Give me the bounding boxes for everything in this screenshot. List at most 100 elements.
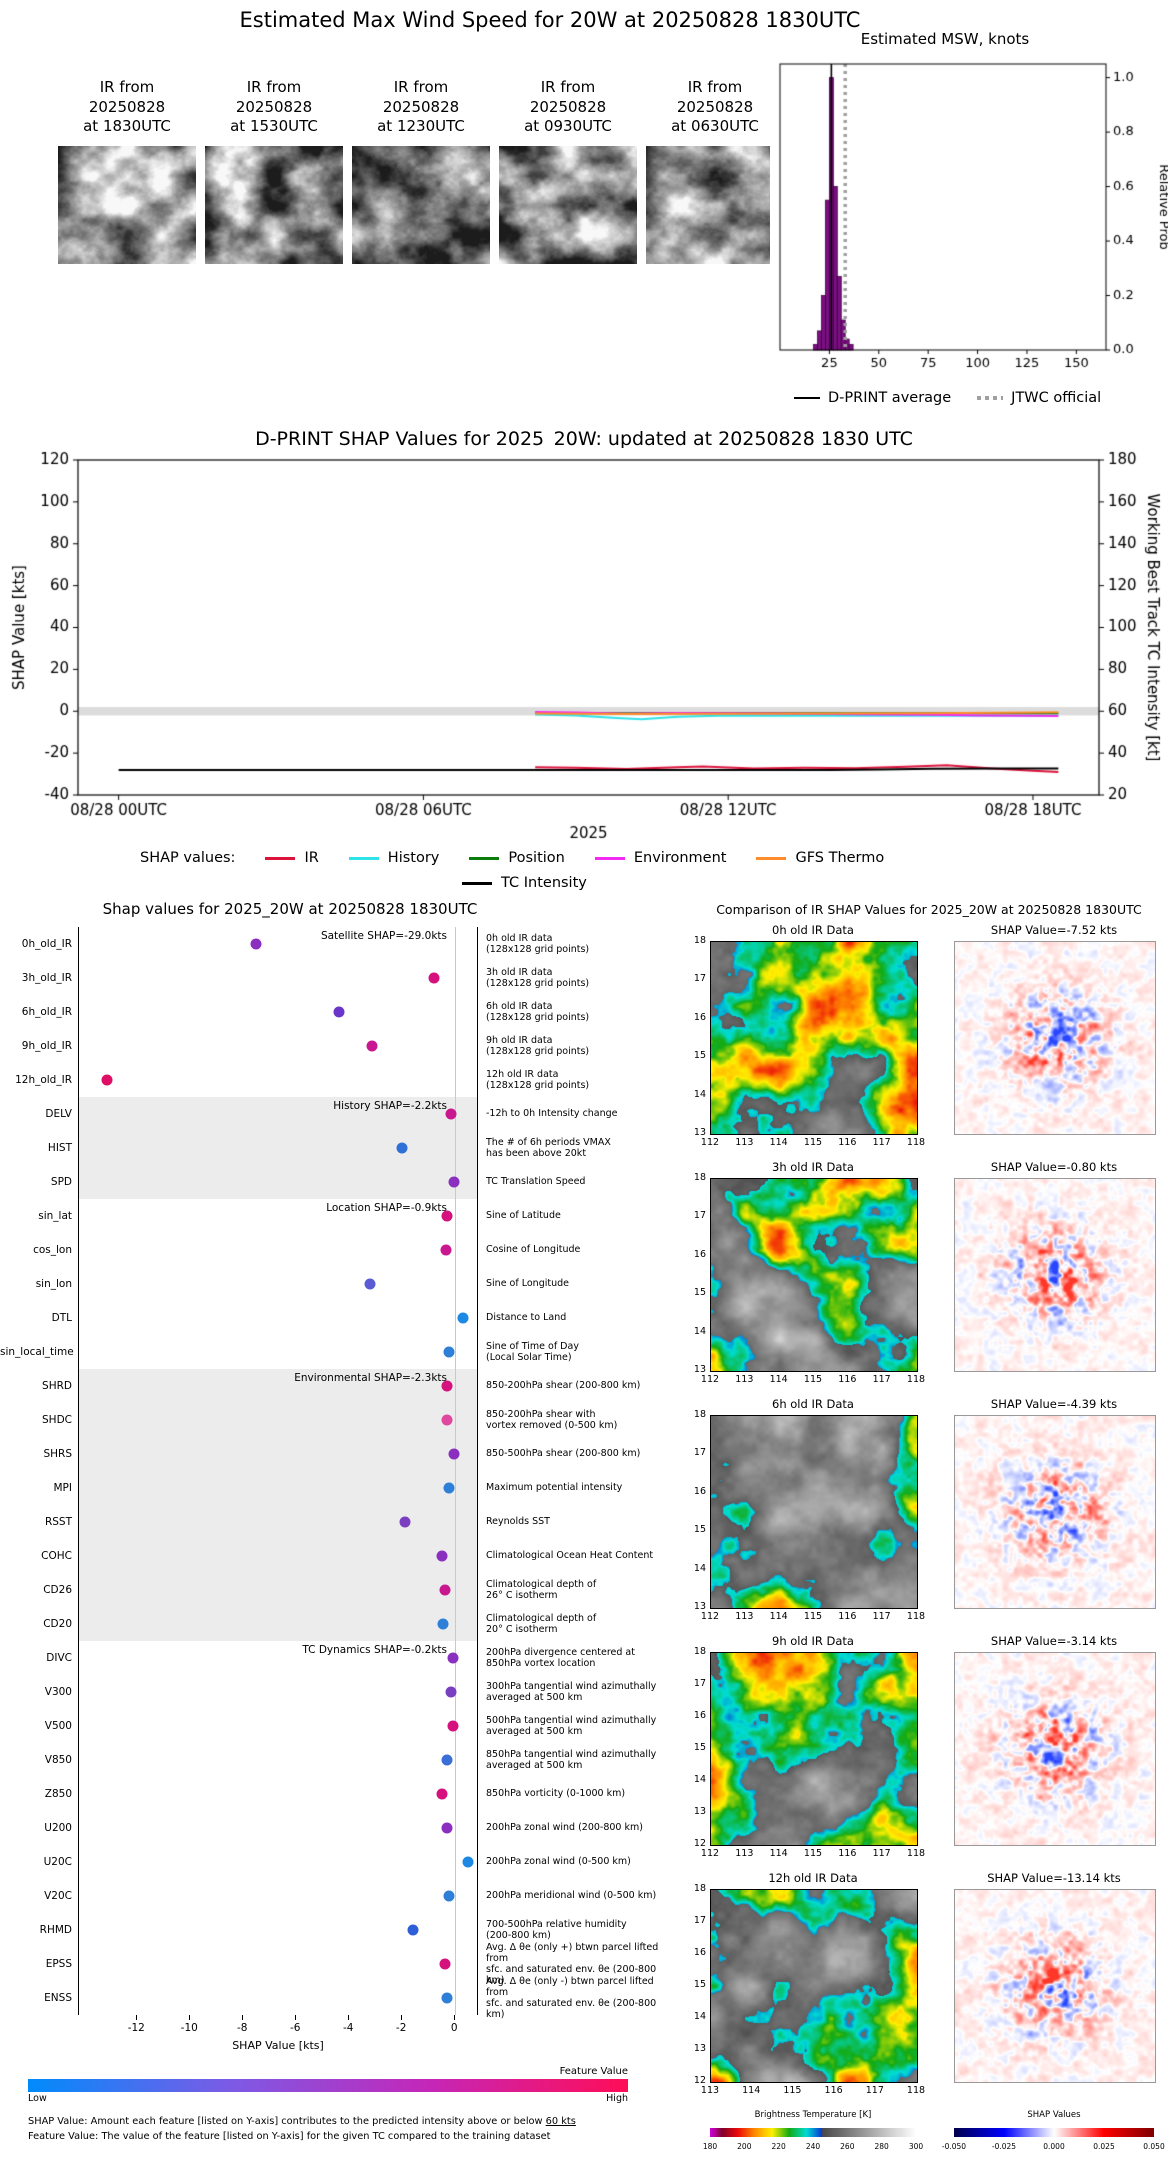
feature-description: Cosine of Longitude: [486, 1244, 581, 1256]
x-tick-label: 113: [735, 1374, 754, 1385]
legend-item-history: History: [348, 850, 439, 866]
bt-tick-label: 240: [805, 2142, 821, 2151]
x-tick-label: 118: [906, 1611, 926, 1622]
legend-item-environment: Environment: [594, 850, 727, 866]
legend-label: TC Intensity: [501, 875, 587, 891]
y-tick-label: 15: [693, 1287, 706, 1299]
shap-value-map: [954, 1652, 1156, 1846]
feature-shap-track: [78, 1131, 478, 1165]
feature-shap-dot: [101, 1074, 113, 1086]
shap-feature-xlabel: SHAP Value [kts]: [232, 2039, 324, 2052]
feature-shap-dot: [447, 1720, 458, 1732]
feature-shap-dot: [364, 1278, 376, 1290]
bt-tick-label: 260: [840, 2142, 855, 2151]
ir-comparison-row: 0h old IR Data SHAP Value=-7.52 kts 18 17 16…: [690, 921, 1168, 1158]
feature-description: 200hPa zonal wind (200-800 km): [486, 1822, 643, 1834]
feature-group-header: History SHAP=-2.2kts: [333, 1100, 447, 1112]
feature-name: 3h_old_IR: [21, 972, 72, 984]
bt-colorbar-title: Brightness Temperature [K]: [754, 2110, 872, 2120]
bt-tick-label: 200: [737, 2142, 752, 2151]
x-tick-label: 118: [906, 1137, 926, 1148]
feature-row: 12h_old_IR 12h old IR data (128x128 grid …: [0, 1063, 668, 1097]
feature-shap-dot: [443, 1346, 455, 1358]
shap-map-title: SHAP Value=-3.14 kts: [990, 1634, 1118, 1648]
y-tick-label: 17: [693, 1915, 706, 1926]
feature-description: 200hPa divergence centered at 850hPa vor…: [486, 1646, 635, 1669]
feature-shap-track: [78, 1437, 478, 1471]
feature-name: 6h_old_IR: [21, 1006, 72, 1018]
bt-tick-label: 180: [702, 2142, 718, 2151]
feature-shap-dot: [448, 1176, 460, 1188]
feature-group-header: Environmental SHAP=-2.3kts: [294, 1372, 447, 1384]
y-tick-label: 14: [693, 1325, 706, 1337]
feature-description: 0h old IR data (128x128 grid points): [486, 932, 590, 955]
feature-shap-track: [78, 1267, 478, 1301]
legend-label: Environment: [633, 850, 727, 866]
feature-description: -12h to 0h Intensity change: [486, 1108, 618, 1120]
y-tick-label: 16: [693, 1710, 706, 1721]
feature-description: 200hPa zonal wind (0-500 km): [486, 1856, 631, 1868]
ir-satellite-image: [499, 146, 637, 264]
feature-row: SHRD 850-200hPa shear (200-800 km): [0, 1369, 668, 1403]
shap-map-title: SHAP Value=-0.80 kts: [990, 1160, 1118, 1174]
x-tick-label: 118: [906, 2085, 926, 2096]
y-tick-label: 14: [693, 1562, 706, 1574]
feature-row: 9h_old_IR 9h old IR data (128x128 grid po…: [0, 1029, 668, 1063]
ir-thumbnail: IR from 20250828 at 0930UTC: [499, 78, 637, 264]
feature-row: V500 500hPa tangential wind azimuthally a…: [0, 1709, 668, 1743]
feature-shap-dot: [439, 1584, 451, 1596]
feature-shap-dot: [440, 1244, 452, 1256]
y-tick-label: 16: [693, 1947, 706, 1958]
feature-name: SHDC: [42, 1414, 72, 1426]
ir-thumbnail: IR from 20250828 at 1530UTC: [205, 78, 343, 264]
legend-row-2: TC Intensity: [462, 875, 1090, 891]
y-tick-label: 17: [693, 973, 706, 985]
ir-comparison-row: 3h old IR Data SHAP Value=-0.80 kts 18 17 16…: [690, 1158, 1168, 1395]
feature-description: Sine of Longitude: [486, 1278, 569, 1290]
x-tick-label: 114: [769, 1848, 788, 1859]
x-tick-label: 115: [783, 2085, 802, 2096]
solid-line-swatch: [794, 397, 820, 399]
x-tick-label: 117: [872, 1848, 891, 1859]
feature-shap-dot: [441, 1414, 453, 1426]
feature-group: Location SHAP=-0.9kts sin_lat Sine of Lati…: [0, 1199, 668, 1369]
feature-shap-dot: [441, 1210, 453, 1222]
feature-description: Climatological depth of 20° C isotherm: [486, 1612, 597, 1635]
feature-row: COHC Climatological Ocean Heat Content: [0, 1539, 668, 1573]
x-tick-mark: [136, 2015, 138, 2020]
feature-row: V300 300hPa tangential wind azimuthally a…: [0, 1675, 668, 1709]
shap-tick-label: 0.050: [1143, 2142, 1165, 2151]
y-tick-label: 13: [693, 2043, 706, 2054]
colorbar-high-label: High: [606, 2093, 628, 2104]
line-swatch: [594, 856, 625, 860]
legend-item-position: Position: [469, 850, 565, 866]
feature-description: 3h old IR data (128x128 grid points): [486, 966, 590, 989]
x-tick-label: 112: [700, 1137, 720, 1148]
feature-name: SHRS: [43, 1448, 72, 1460]
x-tick-label: 118: [906, 1848, 926, 1859]
colorbar-gradient: [28, 2079, 628, 2092]
feature-name: ENSS: [44, 1992, 72, 2004]
legend-label: GFS Thermo: [795, 850, 885, 866]
feature-shap-dot: [457, 1312, 469, 1324]
y-tick-label: 13: [693, 1806, 706, 1817]
feature-shap-dot: [445, 1108, 457, 1120]
x-tick-label: 115: [803, 1374, 823, 1385]
feature-shap-dot: [428, 972, 440, 984]
bt-tick-label: 220: [771, 2142, 786, 2151]
feature-shap-track: [78, 1301, 478, 1335]
y-tick-label: 13: [693, 1364, 706, 1375]
feature-shap-dot: [250, 938, 262, 950]
x-tick-label: 114: [769, 1137, 788, 1148]
x-tick-mark: [348, 2015, 350, 2020]
feature-shap-track: [78, 1199, 478, 1233]
feature-name: DTL: [51, 1312, 72, 1324]
feature-group: TC Dynamics SHAP=-0.2kts DIVC 200hPa diver…: [0, 1641, 668, 2020]
msw-histogram-panel: Estimated MSW, knots D-PRINT average JTW…: [770, 30, 1168, 410]
feature-shap-dot: [436, 1788, 448, 1800]
feature-shap-track: [78, 1097, 478, 1131]
feature-shap-dot: [436, 1550, 448, 1562]
feature-description: 850hPa tangential wind azimuthally avera…: [486, 1748, 657, 1771]
ir-map-title: 6h old IR Data: [772, 1397, 854, 1411]
ir-comparison-rows: 0h old IR Data SHAP Value=-7.52 kts 18 17 16…: [690, 921, 1168, 2106]
